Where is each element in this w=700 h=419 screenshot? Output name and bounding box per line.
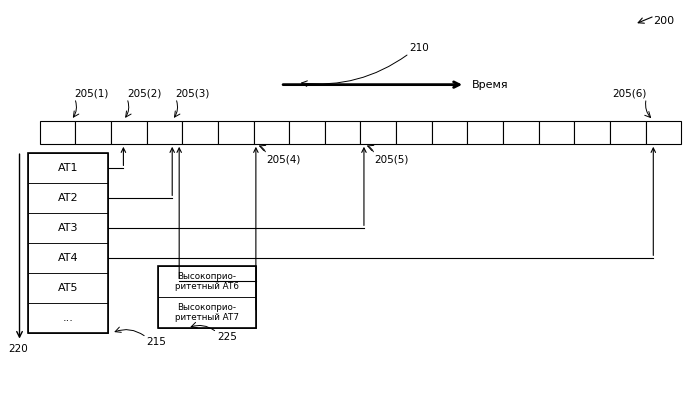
Bar [432,121,468,144]
Text: AT2: AT2 [57,193,78,203]
Text: 205(6): 205(6) [612,88,646,98]
Bar [396,121,432,144]
Bar [28,213,108,243]
Text: Высокоприо-
ритетный AT6: Высокоприо- ритетный AT6 [175,272,239,291]
Text: 205(5): 205(5) [374,154,409,164]
Bar [158,266,256,328]
Bar [111,121,146,144]
Bar [158,266,256,297]
Bar [574,121,610,144]
Text: 225: 225 [217,332,237,342]
Text: AT4: AT4 [57,253,78,263]
Bar [182,121,218,144]
Bar [28,153,108,183]
Bar [360,121,396,144]
Text: AT3: AT3 [57,223,78,233]
Text: 215: 215 [146,337,167,347]
Text: 205(1): 205(1) [75,88,109,98]
Text: 200: 200 [653,16,674,26]
Text: Высокоприо-
ритетный AT7: Высокоприо- ритетный AT7 [175,303,239,322]
Bar [253,121,289,144]
Text: 205(2): 205(2) [127,88,161,98]
Bar [76,121,111,144]
Bar [28,243,108,273]
Bar [28,153,108,333]
Bar [158,297,256,328]
Bar [289,121,325,144]
Text: 205(3): 205(3) [176,88,210,98]
Text: 210: 210 [410,44,429,53]
Bar [146,121,182,144]
Bar [610,121,645,144]
Bar [538,121,574,144]
Text: ...: ... [62,313,74,323]
Bar [28,273,108,303]
Bar [325,121,360,144]
Text: Время: Время [472,80,509,90]
Text: AT5: AT5 [57,283,78,293]
Text: AT1: AT1 [57,163,78,173]
Bar [645,121,681,144]
Text: 205(4): 205(4) [266,154,301,164]
Bar [218,121,253,144]
Bar [28,183,108,213]
Bar [40,121,76,144]
Bar [503,121,538,144]
Bar [28,303,108,333]
Text: 220: 220 [8,344,28,354]
Bar [468,121,503,144]
